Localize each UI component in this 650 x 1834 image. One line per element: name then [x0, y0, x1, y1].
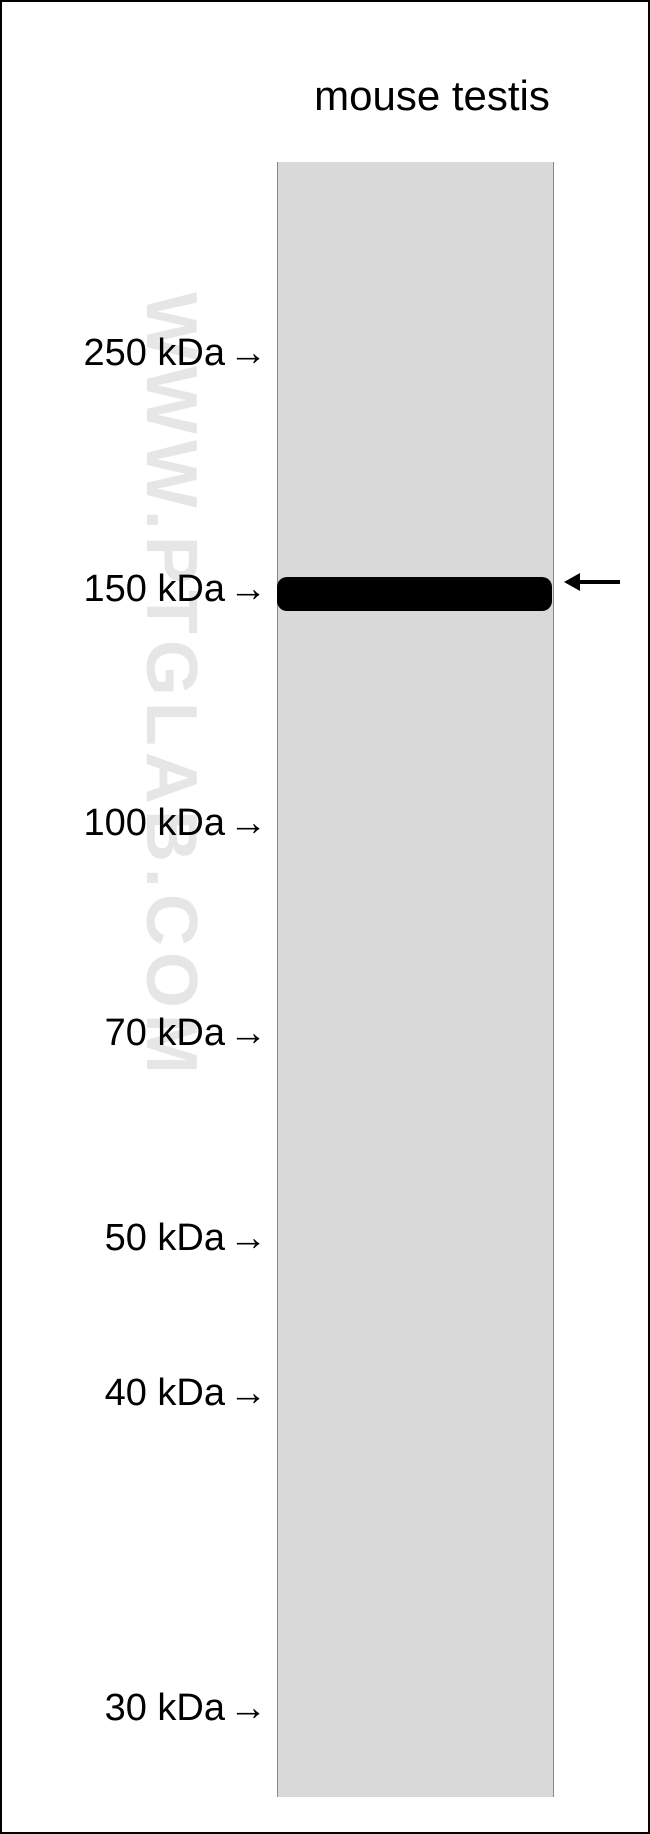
mw-marker-label: 70 kDa [105, 1012, 225, 1054]
mw-marker-label: 50 kDa [105, 1217, 225, 1259]
mw-marker-30: 30 kDa→ [32, 1687, 267, 1730]
blot-lane [277, 162, 554, 1797]
western-blot-figure: mouse testis WWW.PTGLAB.COM 250 kDa→ 150… [2, 2, 648, 1832]
arrow-right-icon: → [229, 802, 267, 845]
arrow-right-icon: → [229, 568, 267, 611]
mw-marker-label: 40 kDa [105, 1372, 225, 1414]
mw-marker-250: 250 kDa→ [32, 332, 267, 375]
protein-band [277, 577, 552, 611]
arrow-right-icon: → [229, 1687, 267, 1730]
watermark-text: WWW.PTGLAB.COM [130, 292, 212, 1080]
mw-marker-label: 100 kDa [83, 802, 225, 844]
mw-marker-100: 100 kDa→ [32, 802, 267, 845]
arrow-right-icon: → [229, 1372, 267, 1415]
arrow-right-icon: → [229, 1217, 267, 1260]
mw-marker-40: 40 kDa→ [32, 1372, 267, 1415]
arrow-right-icon: → [229, 332, 267, 375]
mw-marker-50: 50 kDa→ [32, 1217, 267, 1260]
arrow-right-icon: → [229, 1012, 267, 1055]
mw-marker-label: 30 kDa [105, 1687, 225, 1729]
mw-marker-label: 250 kDa [83, 332, 225, 374]
mw-marker-70: 70 kDa→ [32, 1012, 267, 1055]
sample-label: mouse testis [292, 72, 572, 120]
mw-marker-label: 150 kDa [83, 568, 225, 610]
band-indicator-arrow [562, 562, 622, 612]
mw-marker-150: 150 kDa→ [32, 568, 267, 611]
